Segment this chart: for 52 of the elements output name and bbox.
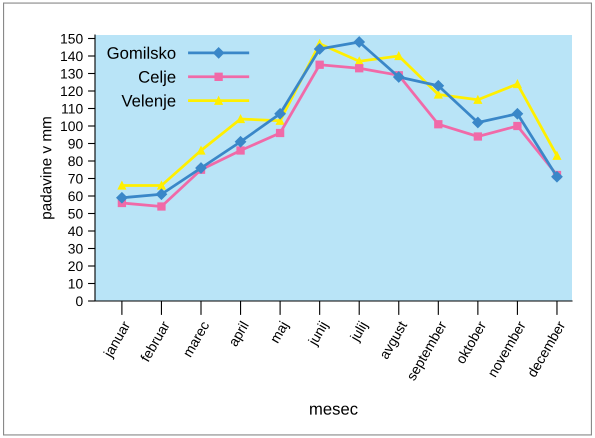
point	[236, 114, 245, 124]
y-tick-label: 30	[68, 244, 83, 254]
y-tick-label: 50	[68, 208, 83, 219]
y-tick-label: 100	[61, 121, 83, 132]
y-tick-label: 150	[61, 34, 83, 44]
y-tick-label: 10	[68, 278, 83, 289]
legend-label: Celje	[138, 70, 176, 86]
y-axis-title: padavine v mm	[40, 117, 54, 219]
legend-label: Velenje	[122, 94, 176, 110]
y-tick-label: 130	[61, 68, 83, 79]
y-tick-label: 90	[68, 138, 83, 149]
point	[234, 136, 246, 148]
point	[434, 120, 442, 128]
y-tick-label: 80	[68, 156, 83, 166]
x-tick-label: maj	[269, 320, 291, 345]
y-tick-label: 120	[61, 86, 83, 96]
point	[432, 80, 444, 92]
point	[157, 202, 166, 211]
point	[315, 60, 324, 69]
point	[195, 162, 207, 174]
point	[434, 90, 442, 99]
point	[513, 122, 522, 130]
point	[156, 188, 168, 200]
point	[474, 132, 482, 141]
y-tick-label: 140	[61, 51, 83, 62]
point	[354, 36, 365, 48]
point	[355, 64, 364, 72]
point	[314, 43, 326, 55]
y-tick-label: 0	[76, 296, 83, 306]
point	[551, 171, 563, 182]
point	[196, 146, 206, 155]
x-axis-title: mesec	[310, 406, 358, 415]
point	[118, 181, 126, 190]
point	[274, 108, 286, 120]
point	[472, 116, 484, 128]
y-tick-label: 20	[68, 261, 83, 272]
x-tick-label: julij	[349, 320, 370, 344]
point	[552, 152, 562, 160]
point	[474, 96, 482, 104]
y-tick-label: 70	[68, 174, 83, 184]
y-tick-label: 110	[62, 104, 83, 114]
point	[393, 71, 404, 83]
point	[394, 52, 403, 60]
point	[513, 80, 522, 88]
point	[276, 128, 284, 138]
point	[236, 146, 245, 155]
point	[157, 181, 166, 190]
y-tick-label: 60	[68, 191, 83, 202]
legend-label: Gomilsko	[108, 46, 176, 59]
point	[116, 192, 128, 204]
y-tick-label: 40	[68, 226, 83, 236]
point	[512, 108, 524, 120]
